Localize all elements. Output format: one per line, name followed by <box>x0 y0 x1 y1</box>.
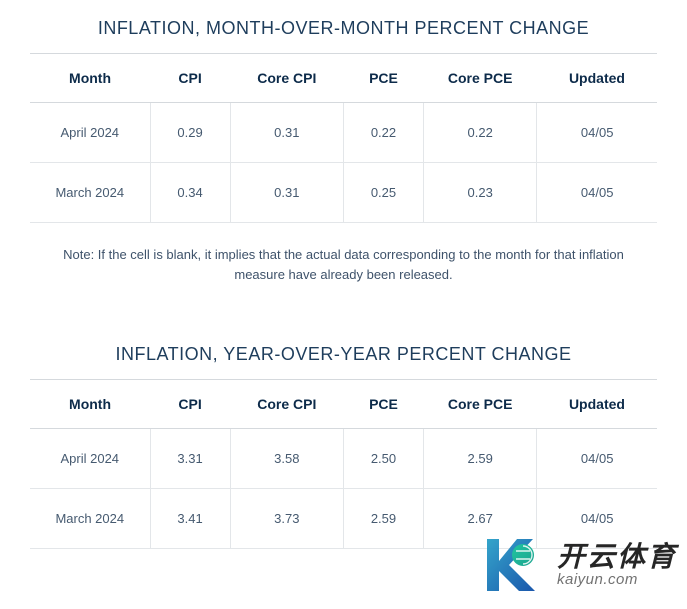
table-cell: April 2024 <box>30 429 150 489</box>
table-cell: 3.31 <box>150 429 230 489</box>
table-cell: March 2024 <box>30 489 150 549</box>
table-cell: 04/05 <box>537 103 657 163</box>
column-header: Core CPI <box>230 380 343 429</box>
column-header: Core CPI <box>230 54 343 103</box>
column-header: Updated <box>537 380 657 429</box>
section-title: INFLATION, YEAR-OVER-YEAR PERCENT CHANGE <box>30 344 657 365</box>
section-title: INFLATION, MONTH-OVER-MONTH PERCENT CHAN… <box>30 18 657 39</box>
inflation-table: MonthCPICore CPIPCECore PCEUpdatedApril … <box>30 379 657 549</box>
table-cell: April 2024 <box>30 103 150 163</box>
table-cell: 3.58 <box>230 429 343 489</box>
table-cell: 0.31 <box>230 163 343 223</box>
column-header: Updated <box>537 54 657 103</box>
column-header: PCE <box>343 54 423 103</box>
table-cell: 0.31 <box>230 103 343 163</box>
table-cell: 0.29 <box>150 103 230 163</box>
table-cell: 3.73 <box>230 489 343 549</box>
table-cell: 2.50 <box>343 429 423 489</box>
column-header: Core PCE <box>424 54 537 103</box>
table-cell: 0.25 <box>343 163 423 223</box>
table-cell: 0.22 <box>343 103 423 163</box>
table-cell: 04/05 <box>537 429 657 489</box>
watermark-bottom-text: kaiyun.com <box>557 572 677 588</box>
table-row: April 20243.313.582.502.5904/05 <box>30 429 657 489</box>
inflation-section: INFLATION, MONTH-OVER-MONTH PERCENT CHAN… <box>30 18 657 284</box>
table-row: March 20243.413.732.592.6704/05 <box>30 489 657 549</box>
inflation-section: INFLATION, YEAR-OVER-YEAR PERCENT CHANGE… <box>30 344 657 549</box>
table-cell: 0.23 <box>424 163 537 223</box>
table-cell: 3.41 <box>150 489 230 549</box>
table-cell: 04/05 <box>537 489 657 549</box>
column-header: Month <box>30 54 150 103</box>
table-cell: 2.59 <box>424 429 537 489</box>
table-cell: 0.34 <box>150 163 230 223</box>
table-cell: March 2024 <box>30 163 150 223</box>
column-header: Core PCE <box>424 380 537 429</box>
table-row: April 20240.290.310.220.2204/05 <box>30 103 657 163</box>
column-header: PCE <box>343 380 423 429</box>
column-header: CPI <box>150 380 230 429</box>
table-cell: 2.67 <box>424 489 537 549</box>
column-header: CPI <box>150 54 230 103</box>
table-cell: 0.22 <box>424 103 537 163</box>
table-row: March 20240.340.310.250.2304/05 <box>30 163 657 223</box>
table-cell: 2.59 <box>343 489 423 549</box>
table-note: Note: If the cell is blank, it implies t… <box>30 245 657 284</box>
column-header: Month <box>30 380 150 429</box>
inflation-table: MonthCPICore CPIPCECore PCEUpdatedApril … <box>30 53 657 223</box>
table-cell: 04/05 <box>537 163 657 223</box>
